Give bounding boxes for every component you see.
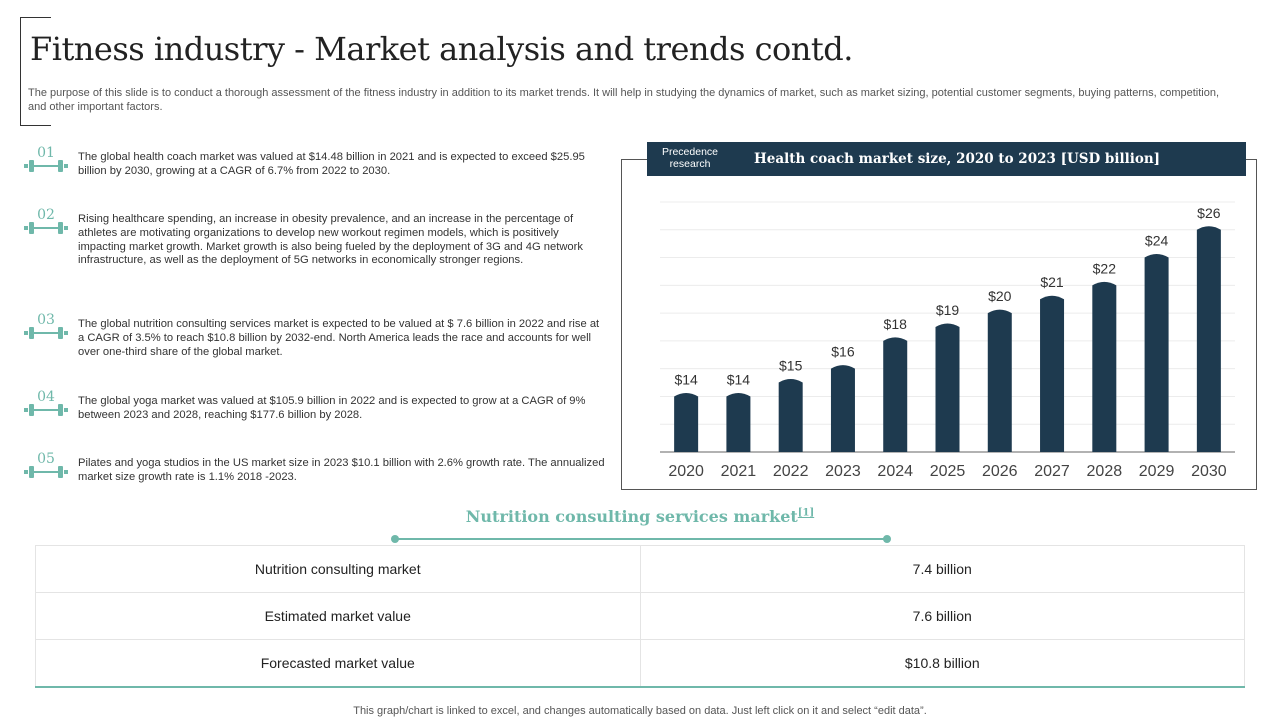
bar-chart[interactable]: $14 2020 $14 2021 $15 2022 $16 2023 $18 2024 $19 20… <box>650 190 1240 485</box>
footer-note: This graph/chart is linked to excel, and… <box>353 705 927 717</box>
x-tick-label: 2021 <box>721 463 757 480</box>
data-label: $21 <box>1040 274 1064 290</box>
chart-title: Health coach market size, 2020 to 2023 [… <box>754 151 1161 167</box>
x-tick-label: 2023 <box>825 463 861 480</box>
table-cell-label: Estimated market value <box>35 592 641 640</box>
point-text: Pilates and yoga studios in the US marke… <box>78 457 605 483</box>
data-label: $15 <box>779 358 803 374</box>
point-text: The global yoga market was valued at $10… <box>78 395 586 421</box>
table-row: Estimated market value 7.6 billion <box>35 592 1245 640</box>
table-cell-label: Nutrition consulting market <box>35 545 641 593</box>
dumbbell-icon <box>24 327 68 339</box>
data-label: $18 <box>884 316 908 332</box>
page-subtitle: The purpose of this slide is to conduct … <box>28 87 1220 113</box>
data-label: $19 <box>936 302 960 318</box>
page-title: Fitness industry - Market analysis and t… <box>30 30 853 68</box>
chart-bar <box>726 392 751 452</box>
x-tick-label: 2028 <box>1087 463 1123 480</box>
chart-bar <box>883 337 908 452</box>
x-tick-label: 2027 <box>1034 463 1070 480</box>
chart-bar <box>778 379 803 452</box>
point-number: 04 <box>37 389 55 405</box>
dumbbell-icon <box>24 404 68 416</box>
point-number: 05 <box>37 451 55 467</box>
x-tick-label: 2030 <box>1191 463 1227 480</box>
point-number: 01 <box>37 145 55 161</box>
point-number: 02 <box>37 207 55 223</box>
heading-divider <box>391 535 891 543</box>
chart-header: Precedence research Health coach market … <box>647 142 1246 176</box>
x-tick-label: 2020 <box>668 463 704 480</box>
x-tick-label: 2026 <box>982 463 1018 480</box>
dumbbell-icon <box>24 466 68 478</box>
table-cell-value: 7.4 billion <box>640 545 1245 593</box>
chart-bar <box>1144 254 1169 452</box>
reference-link[interactable]: [1] <box>797 507 815 519</box>
data-label: $26 <box>1197 205 1221 221</box>
data-label: $14 <box>674 371 698 387</box>
chart-bar <box>1196 226 1221 452</box>
data-label: $20 <box>988 288 1012 304</box>
divider-dot <box>883 535 891 543</box>
data-label: $14 <box>727 371 751 387</box>
chart-bar <box>935 323 960 452</box>
table-row: Forecasted market value $10.8 billion <box>35 639 1245 688</box>
section-heading-text: Nutrition consulting services market <box>465 507 798 526</box>
title-bracket <box>20 17 51 126</box>
chart-bar <box>1040 295 1065 452</box>
chart-bar <box>674 392 699 452</box>
x-tick-label: 2029 <box>1139 463 1175 480</box>
table-row: Nutrition consulting market 7.4 billion <box>35 545 1245 593</box>
x-tick-label: 2022 <box>773 463 809 480</box>
data-label: $24 <box>1145 233 1169 249</box>
data-label: $16 <box>831 344 855 360</box>
x-tick-label: 2025 <box>930 463 966 480</box>
nutrition-table: Nutrition consulting market 7.4 billion … <box>35 545 1245 688</box>
dumbbell-icon <box>24 222 68 234</box>
table-cell-value: 7.6 billion <box>640 592 1245 640</box>
table-cell-value: $10.8 billion <box>640 639 1245 688</box>
x-tick-label: 2024 <box>877 463 913 480</box>
chart-bar <box>830 365 855 452</box>
chart-bar <box>1092 281 1117 452</box>
divider-dot <box>391 535 399 543</box>
dumbbell-icon <box>24 160 68 172</box>
chart-source-label: Precedence research <box>661 146 719 170</box>
point-text: The global health coach market was value… <box>78 151 585 177</box>
point-text: Rising healthcare spending, an increase … <box>78 213 583 267</box>
data-label: $22 <box>1093 260 1117 276</box>
point-text: The global nutrition consulting services… <box>78 318 600 358</box>
section-heading: Nutrition consulting services market[1] <box>0 507 1280 526</box>
point-number: 03 <box>37 312 55 328</box>
chart-bar <box>987 309 1012 452</box>
table-cell-label: Forecasted market value <box>35 639 641 688</box>
